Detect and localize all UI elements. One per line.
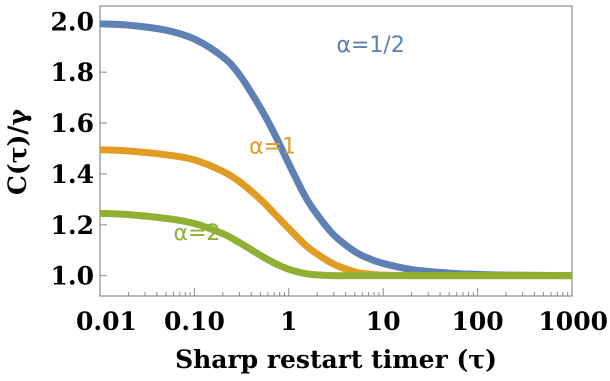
y-tick-label: 1.4 xyxy=(51,160,95,189)
x-tick-label: 1 xyxy=(280,307,297,336)
x-tick-label: 1000 xyxy=(538,307,608,336)
x-axis: 0.01 0.10 1 10 100 1000 xyxy=(76,288,608,336)
x-tick-label: 100 xyxy=(452,307,504,336)
y-tick-label: 1.8 xyxy=(51,58,95,87)
x-tick-label: 0.10 xyxy=(164,307,225,336)
series-line-2 xyxy=(99,146,572,280)
y-axis-title: C(τ)/γ xyxy=(3,109,32,196)
series-lines xyxy=(99,20,573,280)
series-labels: α=1/2 α=1 α=2 xyxy=(173,33,404,246)
series-line-1 xyxy=(99,20,573,280)
series-label-1: α=1/2 xyxy=(336,33,404,58)
series-label-3: α=2 xyxy=(173,221,220,246)
series-line-3 xyxy=(99,209,572,280)
x-tick-label: 0.01 xyxy=(76,307,137,336)
series-label-2: α=1 xyxy=(249,135,296,160)
y-tick-label: 1.0 xyxy=(51,262,95,291)
y-tick-label: 2.0 xyxy=(51,7,95,36)
x-tick-label: 10 xyxy=(366,307,401,336)
y-axis: 1.0 1.2 1.4 1.6 1.8 2.0 xyxy=(51,7,107,291)
x-axis-title: Sharp restart timer (τ) xyxy=(175,345,497,374)
y-tick-label: 1.6 xyxy=(51,109,95,138)
y-tick-label: 1.2 xyxy=(51,211,95,240)
